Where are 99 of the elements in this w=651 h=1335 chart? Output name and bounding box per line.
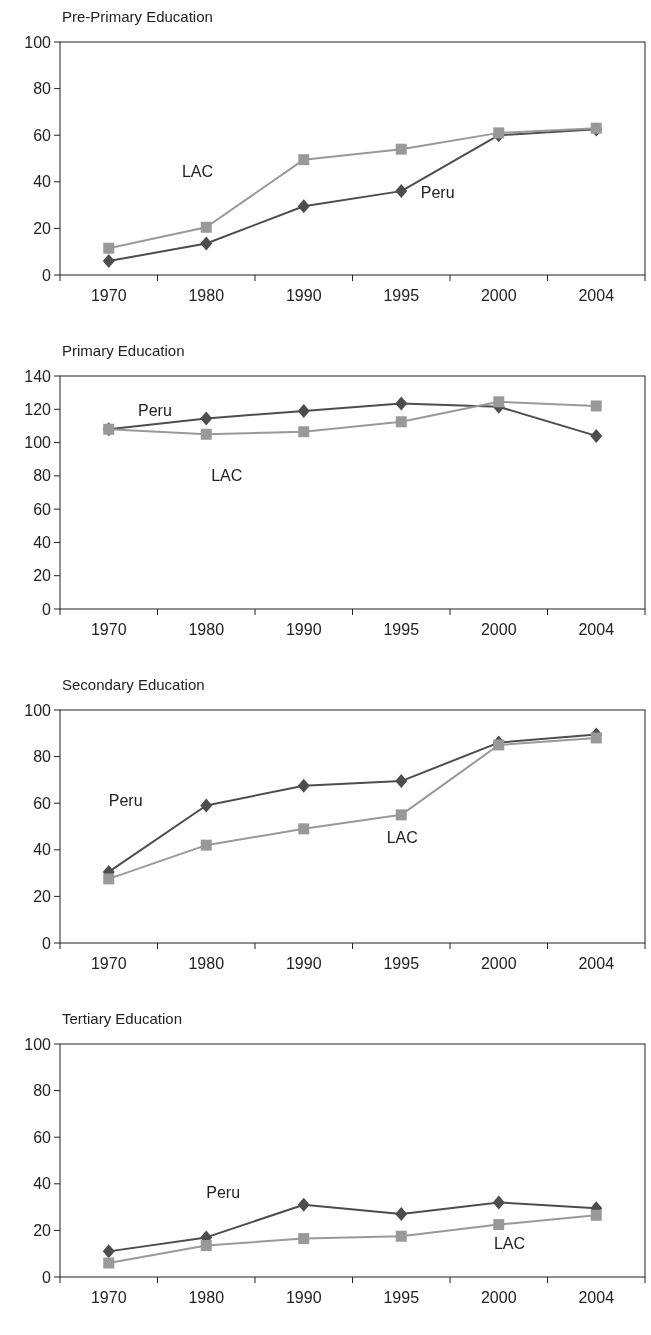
y-tick-label: 20 [33, 220, 52, 237]
x-tick-label: 1980 [188, 1289, 225, 1306]
x-tick-label: 2000 [480, 1289, 517, 1306]
x-tick-label: 2004 [578, 287, 615, 304]
text: LAC [181, 163, 213, 181]
x-tick-label: 1995 [383, 287, 420, 304]
x-tick-label: 1990 [285, 1289, 322, 1306]
y-tick-label: 140 [24, 367, 52, 385]
x-tick-label: 1980 [188, 287, 225, 304]
chart-title: Primary Education [62, 342, 185, 359]
x-tick-label: 1970 [90, 621, 127, 638]
point [102, 254, 115, 269]
point [298, 154, 310, 166]
series-label: Peru [420, 184, 455, 202]
point [297, 778, 310, 793]
point [103, 873, 115, 885]
y-tick-label: 100 [24, 701, 52, 719]
chart-title: Pre-Primary Education [62, 8, 213, 25]
point [395, 774, 408, 789]
y-tick-label: 80 [33, 748, 52, 766]
x-tick-label: 2004 [578, 955, 615, 972]
x-tick-label: 1970 [90, 955, 127, 972]
point [395, 416, 407, 428]
text: Peru [108, 791, 143, 809]
y-tick-label: 60 [33, 794, 52, 812]
x-tick-label: 1990 [285, 621, 322, 638]
point [200, 798, 213, 813]
y-tick-label: 80 [33, 80, 52, 98]
point [590, 400, 602, 412]
point [200, 428, 212, 440]
point [395, 184, 408, 199]
x-tick-label: 1990 [285, 955, 322, 972]
point [297, 403, 310, 418]
x-tick-label: 2004 [578, 621, 615, 638]
x-tick-label: 2000 [480, 621, 517, 638]
y-tick-label: 60 [33, 500, 52, 518]
point [200, 1240, 212, 1252]
series-label: LAC [386, 828, 418, 846]
y-tick-label: 120 [24, 400, 52, 418]
y-tick-label: 100 [24, 434, 52, 452]
series-label: LAC [493, 1235, 525, 1253]
point [493, 1219, 505, 1231]
series-label: Peru [206, 1183, 241, 1201]
point [298, 1233, 310, 1245]
y-tick-label: 0 [42, 266, 52, 284]
y-tick-label: 100 [24, 33, 52, 51]
point [493, 739, 505, 751]
point [298, 426, 310, 438]
point [395, 396, 408, 411]
series-label: LAC [211, 466, 243, 484]
point [493, 396, 505, 408]
point [200, 236, 213, 251]
x-tick-label: 1995 [383, 1289, 420, 1306]
y-tick-label: 40 [33, 173, 52, 191]
point [103, 1257, 115, 1269]
x-tick-label: 1980 [188, 621, 225, 638]
point [102, 1244, 115, 1259]
x-tick-label: 1995 [383, 955, 420, 972]
y-tick-label: 40 [33, 1175, 52, 1193]
chart-title: Tertiary Education [62, 1010, 183, 1027]
x-tick-label: 1970 [90, 287, 127, 304]
point [395, 1230, 407, 1242]
point [395, 1207, 408, 1222]
point [590, 732, 602, 744]
point [298, 823, 310, 835]
x-tick-label: 1995 [383, 621, 420, 638]
y-tick-label: 0 [42, 934, 52, 952]
y-tick-label: 60 [33, 126, 52, 144]
x-tick-label: 2004 [578, 1289, 615, 1306]
point [103, 242, 115, 254]
point [590, 428, 603, 443]
x-tick-label: 1990 [285, 287, 322, 304]
y-tick-label: 0 [42, 600, 52, 618]
y-tick-label: 0 [42, 1268, 52, 1286]
point [200, 411, 213, 426]
y-tick-label: 20 [33, 1222, 52, 1239]
point [200, 839, 212, 851]
point [492, 1195, 505, 1210]
x-tick-label: 1970 [90, 1289, 127, 1306]
x-tick-label: 1980 [188, 955, 225, 972]
y-tick-label: 80 [33, 467, 52, 485]
y-tick-label: 20 [33, 567, 52, 585]
y-tick-label: 100 [24, 1035, 52, 1053]
point [297, 1197, 310, 1212]
point [297, 199, 310, 214]
point [200, 221, 212, 233]
x-tick-label: 2000 [480, 955, 517, 972]
point [395, 809, 407, 821]
y-tick-label: 40 [33, 534, 52, 552]
y-tick-label: 20 [33, 888, 52, 905]
y-tick-label: 60 [33, 1128, 52, 1146]
point [493, 127, 505, 139]
series-label: Peru [138, 401, 172, 419]
y-tick-label: 80 [33, 1082, 52, 1100]
y-tick-label: 40 [33, 841, 52, 859]
point [395, 143, 407, 155]
chart-title: Secondary Education [62, 676, 205, 693]
x-tick-label: 2000 [480, 287, 517, 304]
point [590, 1209, 602, 1221]
